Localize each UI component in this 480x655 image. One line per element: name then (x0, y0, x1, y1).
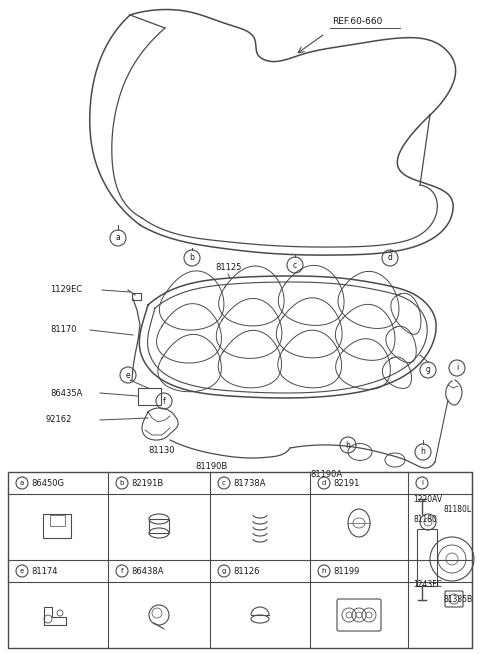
Text: 1220AV: 1220AV (413, 495, 442, 504)
Text: c: c (222, 480, 226, 486)
Text: 82191: 82191 (333, 479, 360, 487)
Text: REF.60-660: REF.60-660 (332, 17, 383, 26)
Text: a: a (20, 480, 24, 486)
Text: 81125: 81125 (215, 263, 241, 272)
Text: 92162: 92162 (45, 415, 72, 424)
Text: b: b (190, 253, 194, 263)
Text: a: a (116, 233, 120, 242)
Text: b: b (120, 480, 124, 486)
Text: h: h (346, 441, 350, 449)
Text: 81190A: 81190A (310, 470, 342, 479)
Text: c: c (293, 261, 297, 269)
Text: f: f (121, 568, 123, 574)
Text: h: h (322, 568, 326, 574)
Text: 81180: 81180 (413, 515, 437, 524)
Text: 81126: 81126 (233, 567, 260, 576)
Text: i: i (456, 364, 458, 373)
Text: 81130: 81130 (148, 446, 175, 455)
Text: 81385B: 81385B (443, 595, 472, 604)
Text: 81738A: 81738A (233, 479, 265, 487)
Text: e: e (20, 568, 24, 574)
Text: 81199: 81199 (333, 567, 360, 576)
Text: d: d (387, 253, 393, 263)
Text: 86450G: 86450G (31, 479, 64, 487)
Text: i: i (421, 480, 423, 486)
Text: 1243FC: 1243FC (413, 580, 442, 589)
Text: 1129EC: 1129EC (50, 286, 82, 295)
Text: 81190B: 81190B (195, 462, 227, 471)
Text: 81170: 81170 (50, 326, 76, 335)
Text: 81174: 81174 (31, 567, 58, 576)
Text: d: d (322, 480, 326, 486)
Text: 81180L: 81180L (443, 505, 471, 514)
Text: 86435A: 86435A (50, 388, 83, 398)
Text: g: g (222, 568, 226, 574)
Text: 86438A: 86438A (131, 567, 164, 576)
Text: 82191B: 82191B (131, 479, 163, 487)
Text: f: f (163, 396, 166, 405)
Text: h: h (420, 447, 425, 457)
Text: e: e (126, 371, 130, 379)
Text: g: g (426, 365, 431, 375)
